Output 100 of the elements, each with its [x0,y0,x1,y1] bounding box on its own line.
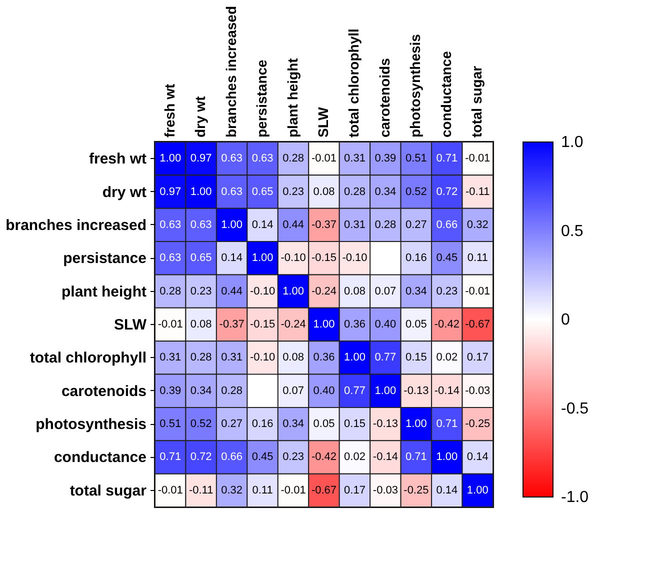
y-tick-label: conductance [54,449,146,466]
y-tick-label: total sugar [70,482,147,500]
data-label: 0.63 [190,218,212,231]
data-label: 1.00 [436,451,458,464]
color-bar-label: 0.5 [561,222,584,240]
data-label: 0.32 [466,218,488,231]
data-label: 0.39 [374,152,396,165]
data-label: -0.42 [311,451,337,464]
data-label: -0.25 [404,484,429,496]
x-tick-label: carotenoids [376,58,392,138]
data-label: 0.44 [282,218,304,231]
data-label: 0.28 [221,384,243,397]
data-label: 0.34 [282,418,304,430]
data-label: -0.01 [465,285,490,298]
data-label: 0.02 [436,352,458,364]
data-label: 0.71 [160,451,182,464]
data-label: 0.23 [282,186,304,198]
data-label: 0.72 [190,451,212,464]
data-label: -0.67 [311,484,337,496]
data-label: 0.63 [252,152,274,165]
data-label: 0.08 [282,352,304,364]
data-label: 0.34 [190,384,212,397]
data-label: -0.37 [311,218,337,231]
y-tick-label: carotenoids [61,382,146,400]
data-label: 0.07 [374,285,396,298]
data-label: 0.15 [405,352,427,364]
data-label: 0.71 [436,418,458,430]
data-label: 0.17 [344,484,366,496]
data-label: 0.14 [466,451,488,464]
data-label: 0.07 [282,384,304,397]
data-label: 0.77 [374,352,396,364]
data-label: 0.08 [313,186,335,198]
data-label: 1.00 [190,186,212,198]
data-label: 0.45 [436,252,458,264]
data-label: 0.51 [160,418,182,430]
data-label: -0.37 [219,318,244,330]
data-label: 0.28 [374,218,396,231]
y-tick-label: dry wt [102,184,146,201]
data-label: 0.52 [405,186,427,198]
data-label: 0.23 [436,285,458,298]
data-label: -0.03 [372,484,398,496]
data-label: 1.00 [221,218,243,231]
data-label: 0.71 [436,152,458,165]
data-label: 0.65 [252,186,274,198]
x-tick-label: dry wt [192,96,208,138]
data-label: -0.10 [250,352,276,364]
data-label: 0.51 [405,152,427,165]
data-label: 1.00 [252,252,274,264]
data-label: -0.11 [188,484,214,496]
data-label: 0.08 [344,285,366,298]
data-label: -0.24 [311,285,337,298]
x-tick-label: persistance [254,59,270,138]
y-tick-label: plant height [62,283,146,300]
data-label: -0.01 [158,318,183,330]
x-tick-label: plant height [284,58,300,138]
data-label: 0.66 [221,451,243,464]
data-label: 1.00 [282,285,304,298]
data-label: -0.14 [434,384,460,397]
data-label: -0.15 [250,318,276,330]
data-label: 0.40 [313,384,335,397]
data-label: 0.66 [436,218,458,231]
data-label: 0.77 [344,384,366,397]
data-label: 1.00 [344,352,366,364]
data-label: 0.23 [190,285,212,298]
x-tick-label: photosynthesis [407,34,424,138]
color-bar-label: -0.5 [561,400,589,418]
data-label: -0.11 [466,186,490,198]
data-label: 0.34 [405,285,427,298]
data-label: 0.15 [344,418,366,430]
data-label: 0.11 [467,252,488,264]
data-label: -0.01 [280,484,306,496]
data-label: -0.01 [465,152,490,165]
data-label: 0.31 [344,218,366,231]
y-tick-label: persistance [63,250,146,268]
data-label: 1.00 [160,152,182,165]
data-label: 0.28 [344,186,366,198]
data-label: 0.63 [160,252,182,264]
y-tick-label: photosynthesis [36,416,146,434]
data-label: 0.11 [252,484,273,496]
data-label: 0.32 [221,484,243,496]
data-label: 0.52 [190,418,212,430]
data-label: 0.63 [221,186,243,198]
y-tick-label: SLW [114,316,148,334]
data-label: 0.27 [221,418,243,430]
data-label: 1.00 [313,318,335,330]
x-tick-label: branches increased [222,6,239,138]
data-label: 0.28 [282,152,304,165]
data-label: -0.25 [465,418,490,430]
data-label: 0.40 [374,318,396,330]
data-label: 0.71 [405,451,427,464]
data-label: 0.05 [313,418,335,430]
data-label: -0.03 [465,384,490,397]
color-bar-label: 0 [561,312,570,328]
data-label: -0.10 [250,285,276,298]
data-label: 0.39 [160,384,182,397]
data-label: 0.97 [190,152,212,165]
data-label: 0.72 [436,186,458,198]
data-label: 0.63 [221,152,243,165]
data-label: 0.14 [221,252,243,264]
data-label: -0.15 [311,252,337,264]
